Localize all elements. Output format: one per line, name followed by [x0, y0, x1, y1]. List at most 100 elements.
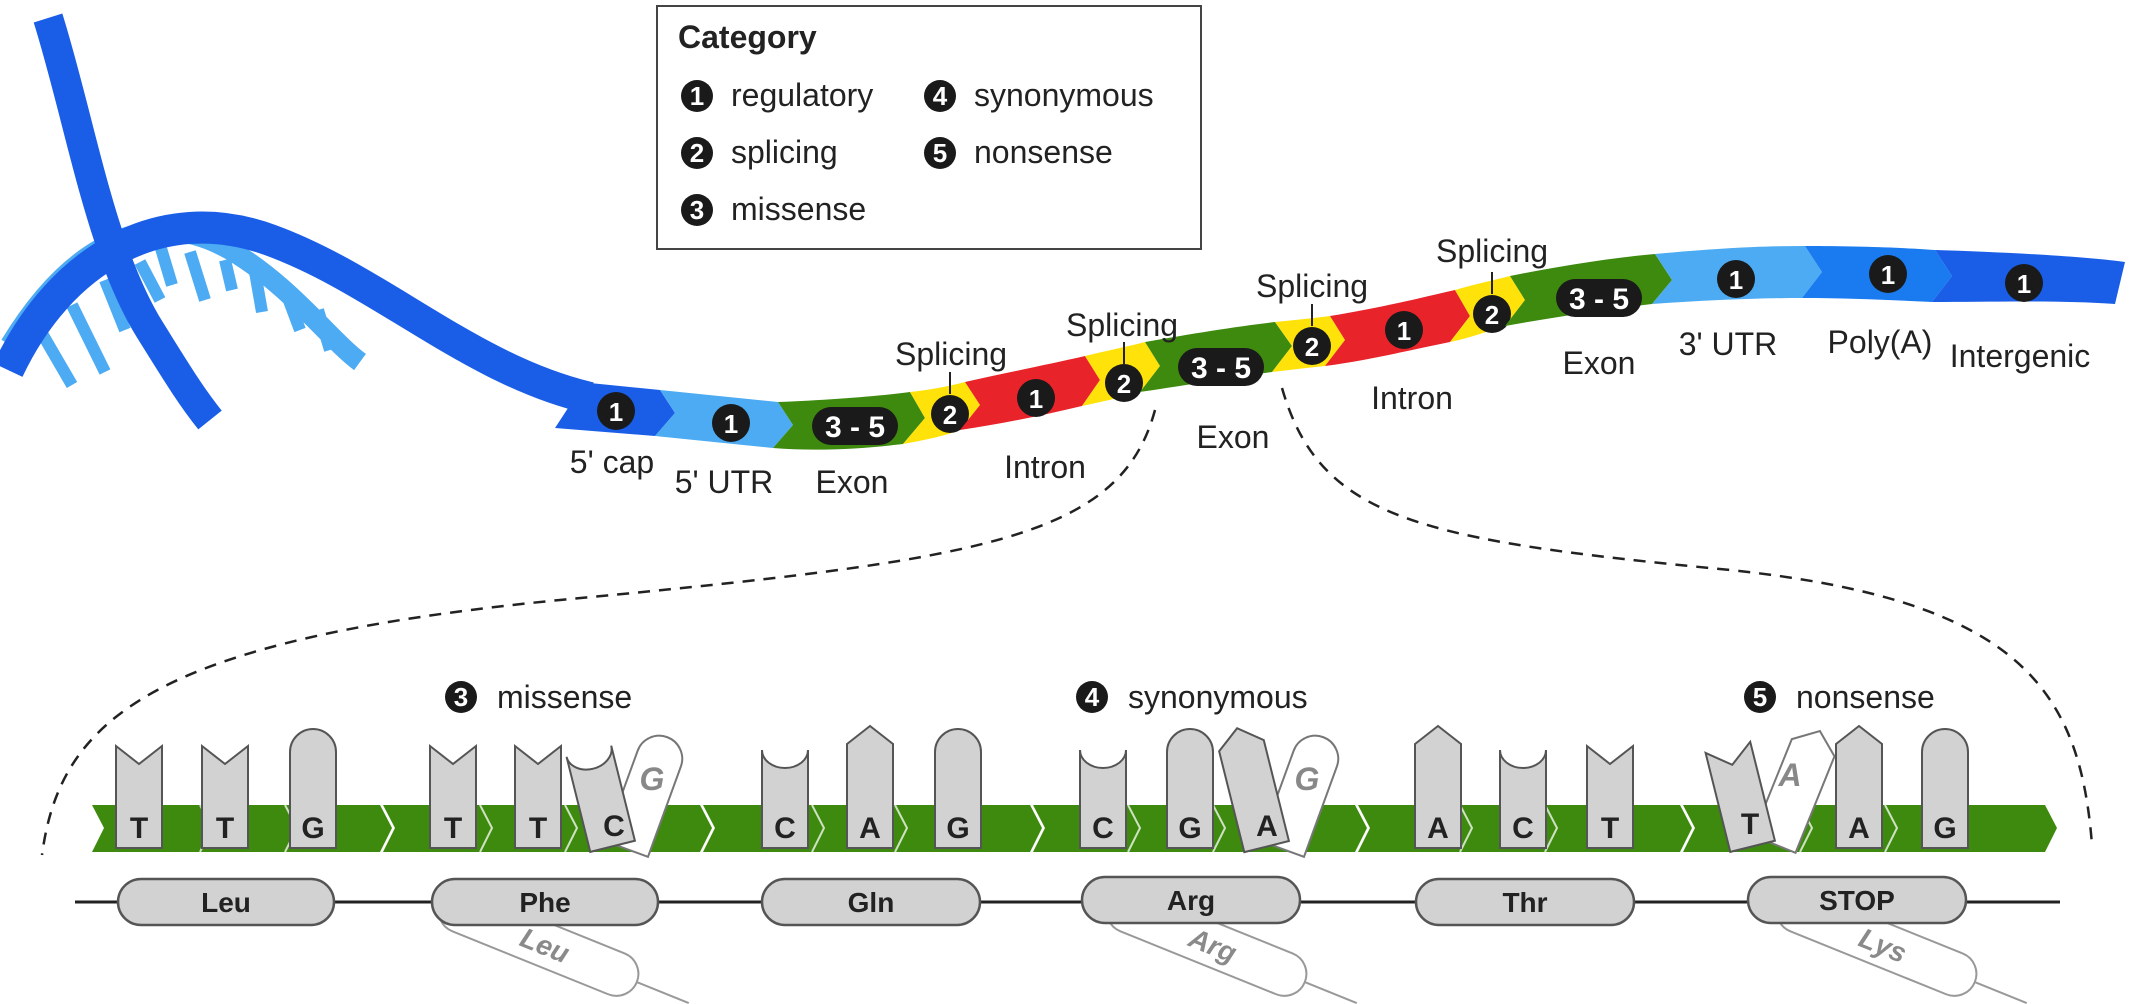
svg-text:Leu: Leu — [201, 887, 251, 918]
svg-text:G: G — [301, 812, 324, 845]
badge-2-icon — [1105, 364, 1143, 402]
svg-text:2: 2 — [1117, 369, 1131, 399]
segment-3-utr: 1 — [1652, 246, 1822, 304]
zoom-line-left — [40, 409, 1157, 856]
segment-splice-4: 2 — [1450, 276, 1525, 342]
svg-text:3 - 5: 3 - 5 — [825, 411, 885, 444]
badge-1-icon — [1869, 255, 1907, 293]
segment-splice-1: 2 — [903, 382, 980, 444]
nucleotide-c — [1079, 749, 1127, 849]
svg-text:5: 5 — [1753, 682, 1767, 712]
badge-4-icon — [1076, 681, 1108, 713]
label-5-cap: 5' cap — [570, 444, 654, 480]
aa-pill — [760, 877, 982, 927]
badge-1-icon — [712, 404, 750, 442]
svg-text:T: T — [444, 812, 462, 845]
svg-text:Phe: Phe — [519, 887, 570, 918]
badge-2-icon — [681, 137, 713, 169]
svg-text:1: 1 — [1881, 260, 1895, 290]
segment-exon-1: 3 - 5 — [773, 392, 925, 450]
svg-text:G: G — [1933, 812, 1956, 845]
svg-text:A: A — [1777, 757, 1801, 793]
svg-text:Arg: Arg — [1167, 885, 1215, 916]
badge-3-icon — [681, 194, 713, 226]
svg-text:A: A — [1848, 812, 1870, 845]
legend-item-splicing: 2 splicing — [681, 134, 838, 170]
svg-text:G: G — [946, 812, 969, 845]
codon-panel: T T G T T C G C A G C G A G A C T T A G … — [75, 679, 2060, 1004]
svg-text:3 - 5: 3 - 5 — [1569, 283, 1629, 316]
svg-text:4: 4 — [933, 81, 948, 111]
segment-intergenic: 1 — [1932, 250, 2125, 304]
nucleotide-t — [514, 743, 562, 849]
amino-acids: Leu Phe Gln Arg Thr STOP — [116, 875, 1968, 927]
svg-text:1: 1 — [724, 409, 738, 439]
segment-intron-1: 1 — [960, 356, 1100, 430]
nucleotide-g — [1921, 728, 1969, 849]
badge-3-5-icon — [1178, 348, 1264, 386]
badge-1-icon — [2005, 264, 2043, 302]
zoom-line-right — [1280, 387, 2094, 846]
segment-exon-3: 3 - 5 — [1505, 254, 1672, 326]
svg-text:Thr: Thr — [1502, 887, 1547, 918]
nucleotide-c — [565, 745, 637, 854]
svg-text:T: T — [130, 812, 148, 845]
legend-label: nonsense — [974, 134, 1113, 170]
nucleotide-a — [846, 724, 894, 849]
svg-text:G: G — [1178, 812, 1201, 845]
nucleotide-t — [429, 743, 477, 849]
aa-pill — [1414, 877, 1636, 927]
svg-text:T: T — [216, 812, 234, 845]
svg-text:1: 1 — [2017, 269, 2031, 299]
svg-text:T: T — [1741, 808, 1759, 841]
svg-text:nonsense: nonsense — [1796, 679, 1935, 715]
label-exon-1: Exon — [816, 464, 889, 500]
nucleotide-a — [1218, 726, 1291, 854]
label-splice-4: Splicing — [1436, 233, 1548, 269]
segment-5-cap: 1 — [555, 380, 675, 436]
badge-1-icon — [1717, 260, 1755, 298]
badge-1-icon — [681, 80, 713, 112]
label-splice-3: Splicing — [1256, 268, 1368, 304]
legend-item-synonymous: 4 synonymous — [924, 77, 1154, 113]
base-letters: T T G T T C G C A G C G A G A C T T A G … — [130, 757, 1957, 845]
badge-2-icon — [1473, 295, 1511, 333]
label-intron-2: Intron — [1371, 380, 1453, 416]
mrna-strand: 1 1 3 - 5 2 1 2 — [555, 233, 2125, 500]
svg-text:1: 1 — [1029, 384, 1043, 414]
svg-text:2: 2 — [943, 400, 957, 430]
segment-exon-2: 3 - 5 — [1140, 322, 1292, 392]
label-splice-2: Splicing — [1066, 307, 1178, 343]
svg-text:2: 2 — [1485, 300, 1499, 330]
svg-text:3 - 5: 3 - 5 — [1191, 352, 1251, 385]
nucleotides — [115, 724, 1969, 859]
badge-2-icon — [931, 395, 969, 433]
nucleotide-a — [1835, 724, 1883, 849]
nucleotide-c — [761, 749, 809, 849]
label-intergenic: Intergenic — [1950, 338, 2091, 374]
nucleotide-a — [1414, 724, 1462, 849]
legend: Category 1 regulatory 2 splicing 3 misse… — [656, 5, 1202, 250]
badge-3-icon — [445, 681, 477, 713]
legend-label: splicing — [731, 134, 838, 170]
label-poly-a: Poly(A) — [1828, 324, 1933, 360]
dna-helix-icon — [0, 13, 594, 430]
label-splice-1: Splicing — [895, 336, 1007, 372]
svg-text:C: C — [1512, 812, 1534, 845]
nucleotide-g — [934, 728, 982, 849]
svg-text:T: T — [1601, 812, 1619, 845]
svg-text:C: C — [774, 812, 796, 845]
svg-text:STOP: STOP — [1819, 885, 1895, 916]
svg-text:G: G — [640, 761, 665, 797]
svg-text:A: A — [859, 812, 881, 845]
nucleotide-g — [289, 728, 337, 849]
svg-text:1: 1 — [1397, 316, 1411, 346]
label-exon-3: Exon — [1563, 345, 1636, 381]
svg-text:missense: missense — [497, 679, 632, 715]
svg-text:A: A — [1427, 812, 1449, 845]
legend-label: synonymous — [974, 77, 1154, 113]
svg-text:5: 5 — [933, 138, 947, 168]
mutation-label-nonsense: 5 nonsense — [1744, 679, 1935, 715]
nucleotide-g — [1166, 728, 1214, 849]
